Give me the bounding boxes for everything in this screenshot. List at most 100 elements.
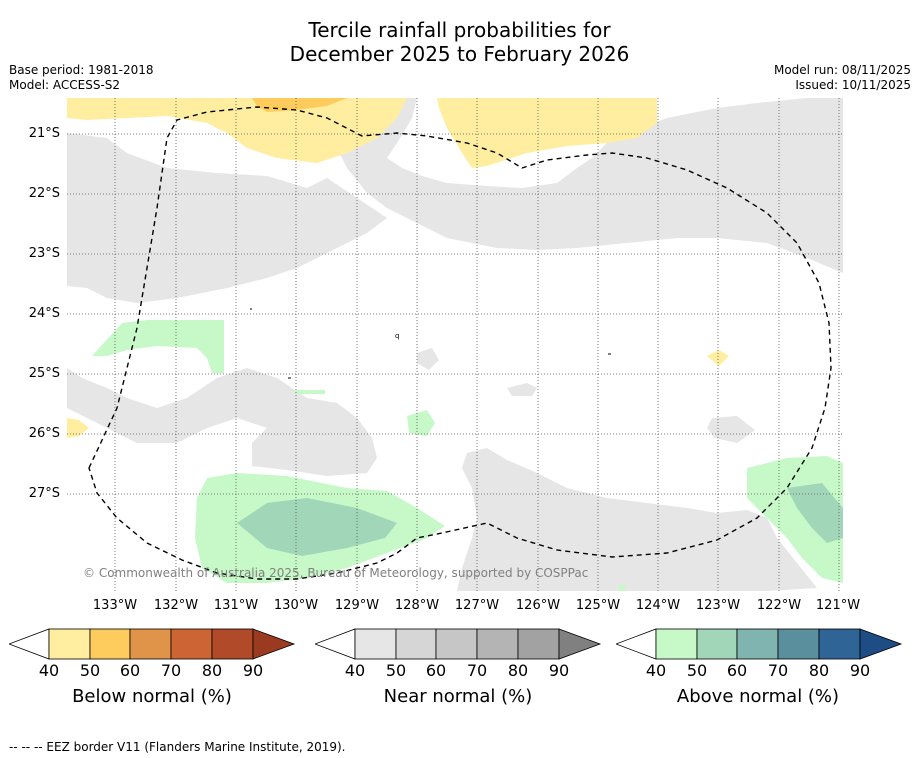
lat-label: 25°S bbox=[28, 366, 60, 381]
model-run: Model run: 08/11/2025 bbox=[773, 63, 911, 77]
cbar-tick: 60 bbox=[119, 661, 141, 680]
cbar-below-seg-3 bbox=[129, 628, 172, 660]
near-normal-region-south bbox=[457, 448, 817, 591]
near-normal-regions bbox=[67, 98, 843, 591]
colorbar-above-svg bbox=[616, 628, 903, 660]
lat-label: 21°S bbox=[28, 126, 60, 141]
cbar-tick: 50 bbox=[385, 661, 407, 680]
lat-label: 24°S bbox=[28, 306, 60, 321]
cbar-tick: 70 bbox=[160, 661, 182, 680]
cbar-tick: 50 bbox=[79, 661, 101, 680]
cbar-tick: 50 bbox=[686, 661, 708, 680]
grid-lines bbox=[67, 98, 843, 591]
lat-label: 27°S bbox=[28, 486, 60, 501]
cbar-below-seg-5 bbox=[211, 628, 254, 660]
lon-label: 122°W bbox=[756, 598, 802, 613]
eez-legend: -- -- -- EEZ border V11 (Flanders Marine… bbox=[9, 740, 346, 754]
cbar-near-seg-1 bbox=[354, 628, 397, 660]
lat-label: 22°S bbox=[28, 186, 60, 201]
lon-label: 129°W bbox=[334, 598, 380, 613]
cbar-near-seg-3 bbox=[435, 628, 478, 660]
near-normal-region-west bbox=[67, 133, 387, 303]
below-normal-region-north-center bbox=[437, 98, 657, 168]
cbar-near-seg-5 bbox=[517, 628, 560, 660]
lon-label: 131°W bbox=[213, 598, 259, 613]
cbar-below-seg-0 bbox=[9, 628, 50, 660]
cbar-tick: 70 bbox=[767, 661, 789, 680]
above-normal-region-bottom-spot bbox=[619, 585, 625, 591]
cbar-tick: 80 bbox=[201, 661, 223, 680]
colorbar-below-title: Below normal (%) bbox=[72, 686, 232, 707]
cbar-tick: 80 bbox=[507, 661, 529, 680]
meta-left: Base period: 1981-2018 Model: ACCESS-S2 bbox=[9, 63, 154, 93]
near-normal-region-center-small-2 bbox=[417, 348, 439, 370]
lon-label: 132°W bbox=[153, 598, 199, 613]
cbar-tick: 90 bbox=[849, 661, 871, 680]
lat-label: 23°S bbox=[28, 246, 60, 261]
cbar-tick: 80 bbox=[808, 661, 830, 680]
model-name: Model: ACCESS-S2 bbox=[9, 78, 121, 92]
above-normal-region-southeast-core bbox=[787, 483, 843, 543]
base-period: Base period: 1981-2018 bbox=[9, 63, 154, 77]
lon-label: 124°W bbox=[635, 598, 681, 613]
title-line-2: December 2025 to February 2026 bbox=[289, 42, 630, 66]
issued-date: Issued: 10/11/2025 bbox=[795, 78, 911, 92]
below-normal-region-northwest bbox=[67, 98, 407, 163]
cbar-near-seg-6 bbox=[558, 628, 602, 660]
above-normal-region-strip bbox=[295, 390, 325, 394]
cbar-above-seg-5 bbox=[818, 628, 861, 660]
lon-label: 130°W bbox=[273, 598, 319, 613]
cbar-near-seg-0 bbox=[315, 628, 356, 660]
lat-label: 26°S bbox=[28, 426, 60, 441]
above-normal-region-west bbox=[92, 320, 224, 373]
lon-label: 123°W bbox=[695, 598, 741, 613]
colorbar-near-svg bbox=[315, 628, 602, 660]
cbar-above-seg-1 bbox=[655, 628, 698, 660]
lon-label: 121°W bbox=[815, 598, 861, 613]
cbar-above-seg-4 bbox=[777, 628, 820, 660]
eez-border bbox=[88, 106, 832, 580]
cbar-tick: 40 bbox=[38, 661, 60, 680]
cbar-tick: 70 bbox=[466, 661, 488, 680]
below-normal-region-west-edge bbox=[67, 418, 89, 438]
below-normal-regions bbox=[67, 98, 729, 438]
map-svg: q bbox=[67, 98, 843, 591]
near-normal-region-center-small-1 bbox=[507, 383, 537, 396]
cbar-tick: 90 bbox=[242, 661, 264, 680]
lon-label: 125°W bbox=[575, 598, 621, 613]
lon-label: 128°W bbox=[394, 598, 440, 613]
map-panel: q bbox=[67, 98, 843, 591]
cbar-above-seg-3 bbox=[736, 628, 779, 660]
cbar-above-seg-2 bbox=[696, 628, 738, 660]
lon-label: 127°W bbox=[454, 598, 500, 613]
above-normal-regions bbox=[92, 320, 843, 591]
chart-title: Tercile rainfall probabilities for Decem… bbox=[0, 18, 919, 66]
cbar-below-seg-1 bbox=[48, 628, 91, 660]
near-normal-region-north-center bbox=[327, 98, 843, 273]
near-normal-region-west-small bbox=[107, 248, 137, 280]
cbar-above-seg-6 bbox=[859, 628, 903, 660]
near-normal-region-southwest bbox=[67, 368, 377, 476]
cbar-tick: 90 bbox=[548, 661, 570, 680]
meta-right: Model run: 08/11/2025 Issued: 10/11/2025 bbox=[774, 63, 911, 93]
copyright-text: © Commonwealth of Australia 2025, Bureau… bbox=[83, 566, 589, 580]
cbar-tick: 40 bbox=[344, 661, 366, 680]
cbar-below-seg-6 bbox=[252, 628, 296, 660]
above-normal-region-center-small bbox=[407, 410, 435, 436]
cbar-tick: 60 bbox=[726, 661, 748, 680]
cbar-near-seg-2 bbox=[395, 628, 437, 660]
cbar-below-seg-4 bbox=[170, 628, 213, 660]
colorbar-above-title: Above normal (%) bbox=[676, 686, 840, 707]
title-line-1: Tercile rainfall probabilities for bbox=[308, 18, 611, 42]
cbar-above-seg-0 bbox=[616, 628, 657, 660]
map-marker-q: q bbox=[395, 332, 399, 340]
colorbar-below-svg bbox=[9, 628, 296, 660]
cbar-near-seg-4 bbox=[476, 628, 519, 660]
cbar-tick: 40 bbox=[645, 661, 667, 680]
lon-label: 126°W bbox=[515, 598, 561, 613]
near-normal-region-east-small bbox=[707, 416, 755, 443]
below-normal-region-east-spot bbox=[707, 350, 729, 366]
lon-label: 133°W bbox=[92, 598, 138, 613]
cbar-tick: 60 bbox=[425, 661, 447, 680]
cbar-below-seg-2 bbox=[89, 628, 131, 660]
